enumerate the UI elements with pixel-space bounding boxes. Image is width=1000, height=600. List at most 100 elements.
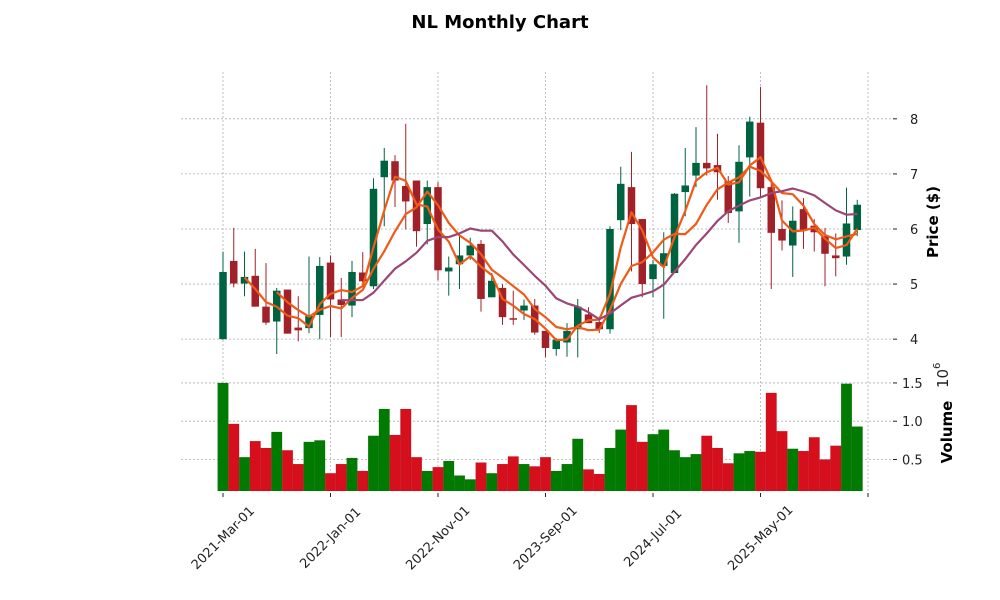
volume-bar bbox=[582, 469, 595, 492]
volume-tick-label: 1.0 bbox=[902, 415, 923, 430]
volume-bar bbox=[389, 434, 401, 492]
candle-up bbox=[240, 276, 249, 284]
candle-up bbox=[488, 280, 496, 298]
volume-bar bbox=[776, 430, 788, 492]
volume-axis-label: Volume 10 6 bbox=[932, 363, 956, 464]
volume-bar bbox=[228, 423, 240, 492]
candle-down bbox=[703, 162, 711, 169]
candle-down bbox=[391, 161, 399, 181]
moving-average-6-line bbox=[276, 165, 858, 332]
volume-bar bbox=[292, 463, 304, 492]
candle-up bbox=[746, 121, 754, 158]
candle-down bbox=[638, 219, 646, 285]
volume-bar bbox=[550, 470, 562, 492]
candle-down bbox=[509, 318, 517, 320]
candle-up bbox=[380, 160, 388, 178]
volume-bar bbox=[271, 431, 283, 492]
candle-up bbox=[617, 183, 625, 221]
volume-bar bbox=[593, 473, 605, 492]
gridlines bbox=[181, 72, 893, 491]
volume-bar bbox=[507, 456, 519, 492]
volume-bar bbox=[539, 456, 552, 492]
volume-bar bbox=[260, 447, 272, 492]
price-tick-label: 7 bbox=[910, 168, 918, 183]
volume-bar bbox=[238, 456, 251, 492]
candle-up bbox=[853, 204, 861, 231]
candle-up bbox=[735, 161, 743, 212]
volume-bar bbox=[636, 441, 648, 492]
volume-bar bbox=[421, 470, 433, 492]
volume-bar bbox=[357, 470, 369, 492]
candle-up bbox=[552, 339, 560, 350]
moving-averages bbox=[243, 156, 859, 342]
volume-bar bbox=[496, 463, 509, 492]
volume-bar bbox=[658, 429, 670, 492]
candle-up bbox=[789, 220, 797, 246]
volume-bar bbox=[668, 450, 681, 492]
candle-down bbox=[402, 186, 410, 202]
x-tick-label: 2022-Jan-01 bbox=[297, 505, 364, 572]
candle-up bbox=[348, 271, 356, 306]
volume-bar bbox=[690, 453, 702, 492]
volume-bar bbox=[249, 440, 261, 492]
volume-bar bbox=[733, 453, 745, 492]
volume-label-text: Volume bbox=[938, 401, 956, 464]
volume-bar bbox=[335, 463, 347, 492]
volume-bar bbox=[830, 445, 842, 492]
candle-up bbox=[520, 305, 528, 311]
candle-up bbox=[842, 223, 851, 257]
candle-down bbox=[767, 187, 775, 233]
candle-down bbox=[477, 243, 485, 299]
volume-bar bbox=[410, 456, 423, 492]
moving-average-3-line bbox=[243, 156, 859, 342]
volume-bar bbox=[432, 466, 444, 492]
candles bbox=[219, 85, 861, 358]
candle-down bbox=[627, 187, 636, 225]
candle-down bbox=[326, 262, 335, 300]
volume-bar bbox=[701, 435, 713, 492]
volume-tick-label: 1.5 bbox=[902, 377, 923, 392]
candle-up bbox=[369, 188, 378, 287]
candle-down bbox=[359, 272, 367, 282]
volume-bar bbox=[647, 433, 659, 492]
volume-bar bbox=[367, 435, 380, 492]
volume-bar bbox=[744, 450, 756, 492]
volume-bar bbox=[281, 450, 294, 492]
candle-up bbox=[692, 162, 700, 176]
price-axis-label: Price ($) bbox=[924, 186, 942, 258]
candle-up bbox=[445, 267, 453, 272]
candle-down bbox=[337, 299, 345, 306]
candle-up bbox=[660, 253, 668, 266]
candle-down bbox=[251, 275, 259, 307]
candle-down bbox=[832, 255, 840, 259]
x-tick-label: 2023-Sep-01 bbox=[511, 504, 581, 574]
price-tick-label: 8 bbox=[910, 113, 918, 128]
volume-bar bbox=[561, 463, 573, 492]
candle-up bbox=[305, 316, 313, 329]
price-tick-label: 5 bbox=[910, 278, 918, 293]
volume-bar bbox=[765, 392, 777, 492]
volume-bar bbox=[679, 456, 691, 492]
volume-bars bbox=[217, 382, 863, 492]
candle-up bbox=[455, 255, 464, 265]
candle-up bbox=[649, 264, 657, 280]
volume-bar bbox=[625, 404, 638, 492]
volume-bar bbox=[572, 438, 584, 492]
candle-up bbox=[466, 245, 474, 256]
volume-exponent-base: 10 bbox=[934, 369, 952, 388]
volume-bar bbox=[722, 463, 734, 492]
volume-bar bbox=[303, 441, 315, 492]
candle-up bbox=[681, 185, 689, 193]
volume-bar bbox=[314, 440, 326, 492]
candle-down bbox=[584, 314, 593, 324]
volume-bar bbox=[324, 472, 337, 492]
volume-bar bbox=[754, 451, 767, 492]
candle-down bbox=[821, 236, 829, 254]
candle-down bbox=[262, 306, 270, 323]
x-tick-label: 2025-May-01 bbox=[725, 503, 796, 574]
volume-tick-label: 0.5 bbox=[902, 453, 923, 468]
candle-down bbox=[294, 327, 302, 331]
candle-up bbox=[219, 271, 227, 340]
volume-bar bbox=[711, 447, 724, 492]
volume-bar bbox=[851, 426, 863, 492]
